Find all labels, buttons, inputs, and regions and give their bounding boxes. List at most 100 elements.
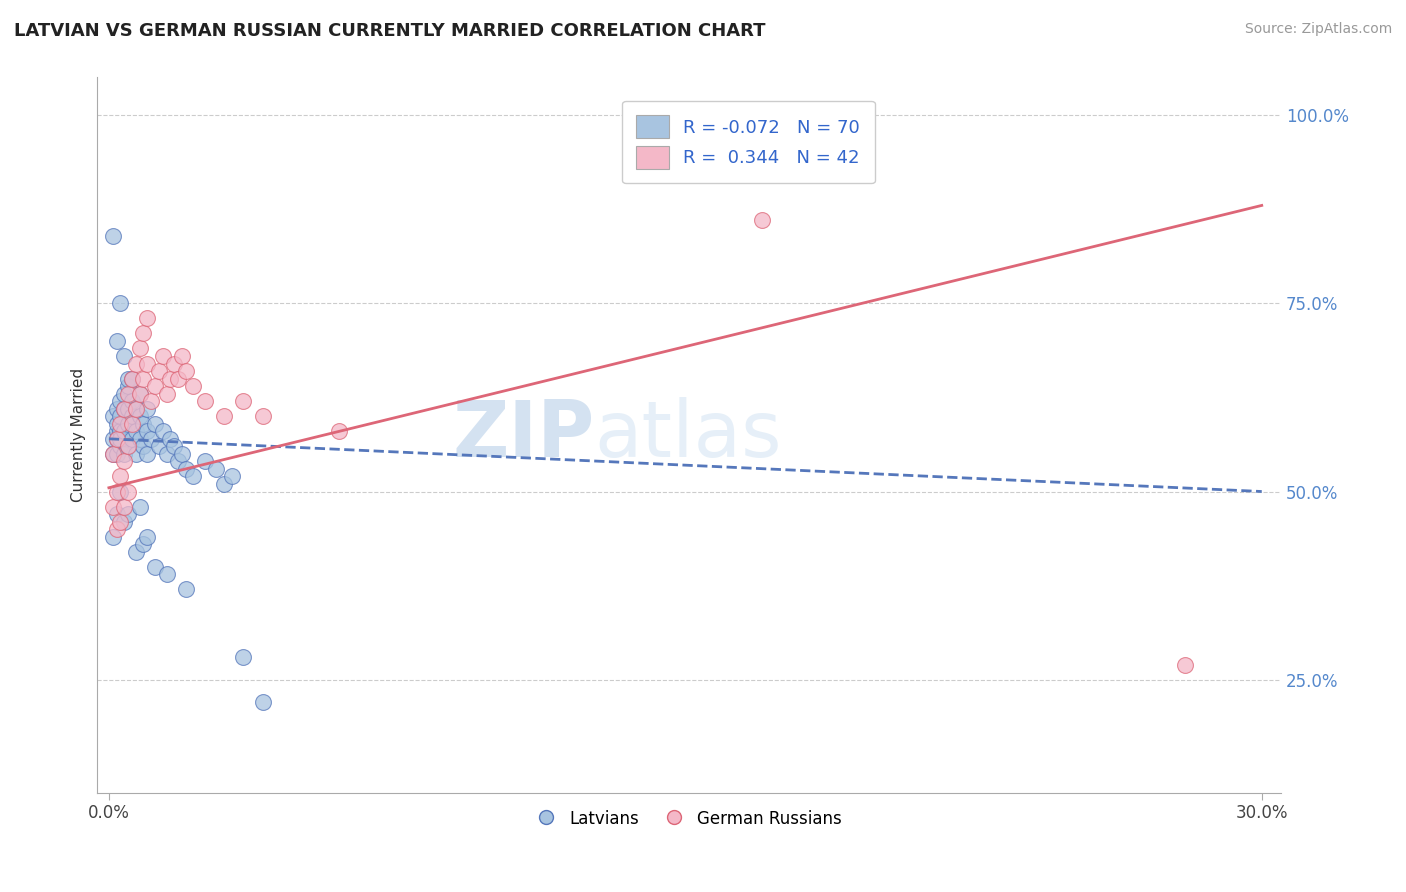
- Point: [125, 401, 148, 416]
- Point: [132, 326, 155, 341]
- Point: [110, 484, 132, 499]
- Point: [155, 447, 177, 461]
- Point: [143, 417, 166, 431]
- Point: [110, 515, 132, 529]
- Point: [110, 409, 132, 424]
- Point: [105, 401, 128, 416]
- Point: [105, 432, 128, 446]
- Point: [105, 417, 128, 431]
- Point: [101, 447, 124, 461]
- Point: [121, 394, 143, 409]
- Point: [163, 357, 186, 371]
- Point: [125, 357, 148, 371]
- Point: [101, 432, 124, 446]
- Point: [212, 409, 235, 424]
- Point: [232, 394, 254, 409]
- Point: [105, 432, 128, 446]
- Point: [117, 507, 139, 521]
- Point: [112, 500, 135, 514]
- Point: [212, 477, 235, 491]
- Point: [112, 401, 135, 416]
- Point: [183, 469, 205, 483]
- Point: [101, 447, 124, 461]
- Point: [136, 530, 159, 544]
- Legend: Latvians, German Russians: Latvians, German Russians: [530, 803, 849, 834]
- Point: [136, 311, 159, 326]
- Point: [110, 432, 132, 446]
- Point: [174, 462, 197, 476]
- Point: [155, 386, 177, 401]
- Point: [152, 425, 174, 439]
- Point: [101, 500, 124, 514]
- Point: [128, 342, 150, 356]
- Point: [112, 454, 135, 468]
- Text: Source: ZipAtlas.com: Source: ZipAtlas.com: [1244, 22, 1392, 37]
- Text: atlas: atlas: [595, 397, 782, 473]
- Text: LATVIAN VS GERMAN RUSSIAN CURRENTLY MARRIED CORRELATION CHART: LATVIAN VS GERMAN RUSSIAN CURRENTLY MARR…: [14, 22, 765, 40]
- Point: [110, 394, 132, 409]
- Point: [105, 484, 128, 499]
- Point: [101, 409, 124, 424]
- Point: [125, 425, 148, 439]
- Point: [112, 401, 135, 416]
- Point: [117, 439, 139, 453]
- Point: [232, 650, 254, 665]
- Point: [155, 567, 177, 582]
- Point: [751, 213, 773, 227]
- Point: [125, 447, 148, 461]
- Point: [101, 228, 124, 243]
- Point: [221, 469, 243, 483]
- Point: [194, 454, 217, 468]
- Point: [121, 432, 143, 446]
- Point: [117, 379, 139, 393]
- Point: [132, 439, 155, 453]
- Point: [128, 386, 150, 401]
- Point: [105, 425, 128, 439]
- Point: [117, 439, 139, 453]
- Point: [121, 371, 143, 385]
- Point: [167, 371, 190, 385]
- Point: [121, 409, 143, 424]
- Point: [112, 447, 135, 461]
- Point: [1174, 657, 1197, 672]
- Point: [136, 425, 159, 439]
- Point: [105, 522, 128, 536]
- Point: [170, 447, 193, 461]
- Point: [174, 364, 197, 378]
- Point: [117, 386, 139, 401]
- Point: [128, 432, 150, 446]
- Point: [110, 417, 132, 431]
- Point: [132, 417, 155, 431]
- Point: [112, 349, 135, 363]
- Point: [183, 379, 205, 393]
- Point: [117, 401, 139, 416]
- Point: [112, 425, 135, 439]
- Point: [152, 349, 174, 363]
- Point: [159, 432, 181, 446]
- Point: [112, 386, 135, 401]
- Point: [136, 447, 159, 461]
- Point: [117, 417, 139, 431]
- Point: [117, 484, 139, 499]
- Point: [174, 582, 197, 597]
- Point: [143, 559, 166, 574]
- Point: [141, 394, 163, 409]
- Point: [252, 695, 274, 709]
- Point: [143, 379, 166, 393]
- Point: [121, 417, 143, 431]
- Point: [148, 439, 170, 453]
- Point: [128, 409, 150, 424]
- Point: [110, 425, 132, 439]
- Point: [112, 515, 135, 529]
- Point: [117, 371, 139, 385]
- Point: [128, 386, 150, 401]
- Point: [167, 454, 190, 468]
- Point: [136, 357, 159, 371]
- Point: [136, 401, 159, 416]
- Point: [132, 537, 155, 551]
- Point: [110, 439, 132, 453]
- Point: [132, 371, 155, 385]
- Point: [163, 439, 186, 453]
- Point: [125, 401, 148, 416]
- Point: [125, 545, 148, 559]
